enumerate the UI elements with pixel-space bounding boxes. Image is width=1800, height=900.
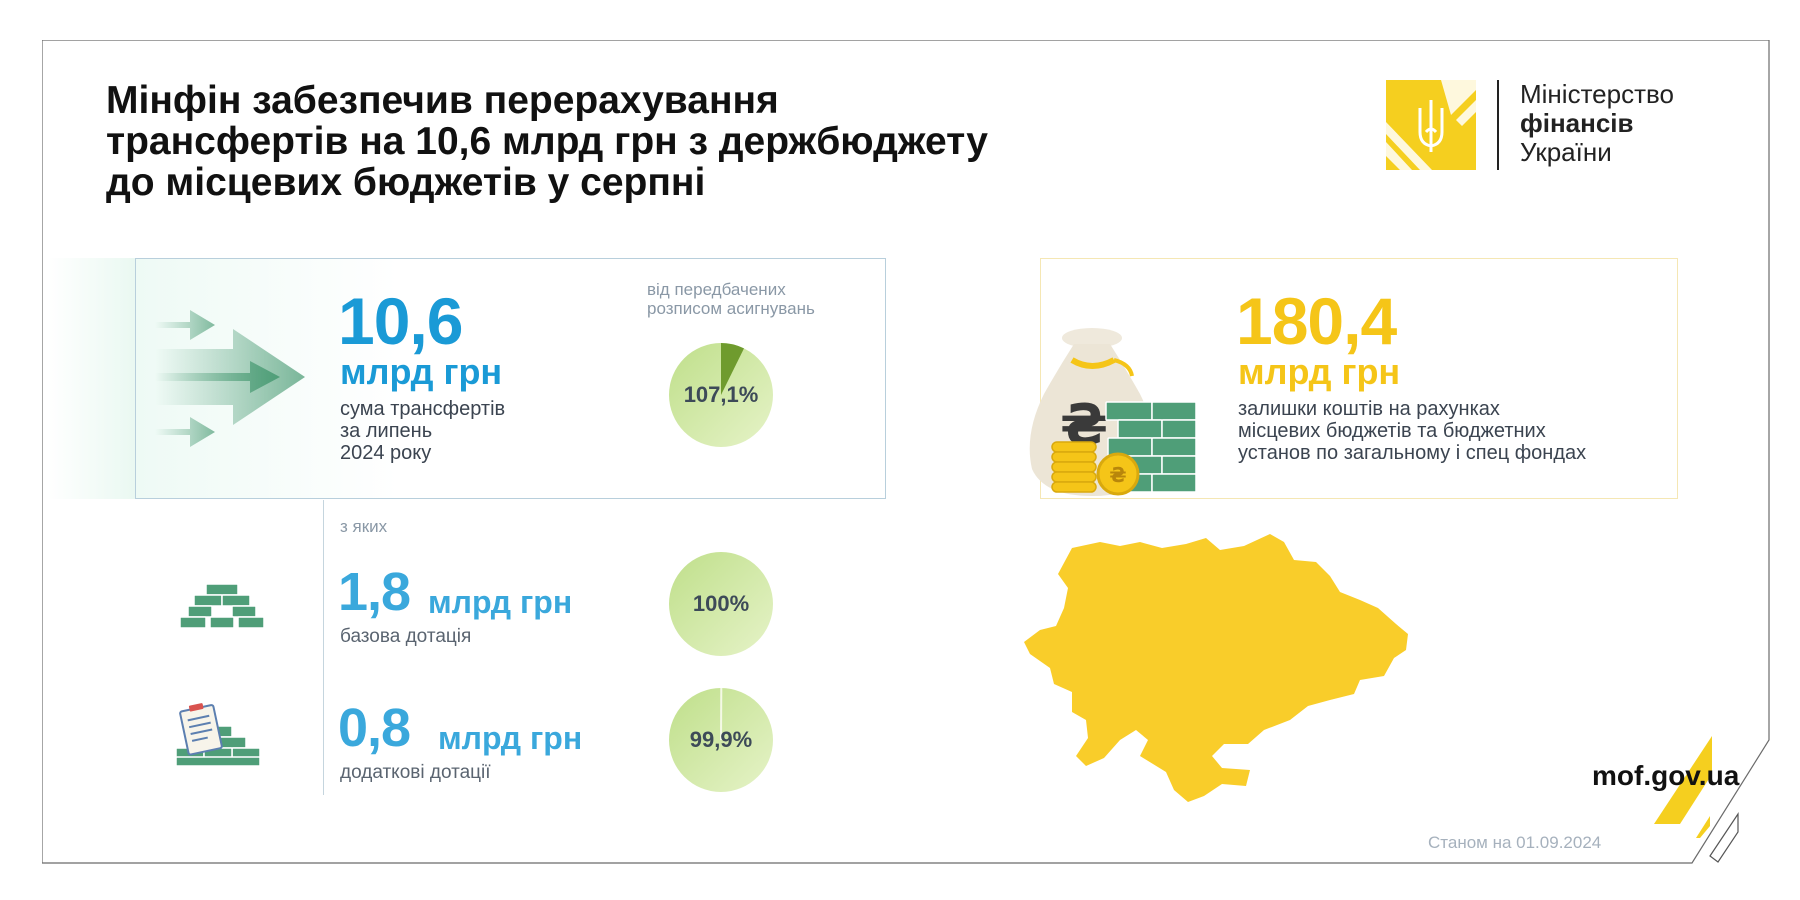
transfers-value: 10,6 <box>338 284 463 358</box>
items-divider <box>323 500 324 795</box>
arrows-icon <box>155 310 305 447</box>
pie-caption-line-1: від передбачених <box>647 280 786 299</box>
logo-line-2: фінансів <box>1520 108 1634 138</box>
clipboard-money-icon <box>176 703 261 767</box>
base-subsidy-unit: млрд грн <box>428 584 573 620</box>
pie-excess-slice <box>721 343 744 395</box>
transfers-desc-line-3: 2024 року <box>340 442 432 464</box>
additional-subsidy-description: додаткові дотації <box>340 762 491 783</box>
of-which-label: з яких <box>340 517 388 536</box>
additional-subsidy-value: 0,8 <box>338 698 411 758</box>
title-line-2: трансфертів на 10,6 млрд грн з держбюдже… <box>106 120 988 163</box>
base-subsidy-pie-label: 100% <box>692 591 750 616</box>
coat-of-arms-icon <box>1386 80 1476 170</box>
balances-description: залишки коштів на рахунках місцевих бюдж… <box>1238 398 1586 464</box>
ministry-logo: Міністерство фінансів України <box>1386 80 1706 172</box>
base-subsidy-value: 1,8 <box>338 562 411 622</box>
additional-subsidy-pie-label: 99,9% <box>689 727 753 752</box>
logo-text: Міністерство фінансів України <box>1520 80 1674 167</box>
transfers-pie: 107,1% <box>669 343 773 447</box>
svg-text:₴: ₴ <box>1109 463 1126 487</box>
balances-desc-line-2: місцевих бюджетів та бюджетних <box>1238 420 1546 442</box>
pie-caption: від передбачених розписом асигнувань <box>647 280 815 318</box>
transfers-pie-label: 107,1% <box>683 382 759 407</box>
transfers-unit: млрд грн <box>340 351 503 392</box>
page-frame <box>42 40 1770 864</box>
logo-line-1: Міністерство <box>1520 79 1674 109</box>
website-link[interactable]: mof.gov.ua <box>1592 760 1740 791</box>
title-line-3: до місцевих бюджетів у серпні <box>106 161 706 204</box>
balances-value: 180,4 <box>1236 284 1397 358</box>
transfers-desc-line-2: за липень <box>340 420 433 442</box>
additional-subsidy-unit: млрд грн <box>438 720 583 756</box>
money-stack-icon <box>180 583 264 629</box>
corner-decoration <box>1654 736 1739 863</box>
base-subsidy-description: базова дотація <box>340 626 472 647</box>
money-bag-icon: ₴ ₴ <box>1018 324 1198 500</box>
balances-desc-line-1: залишки коштів на рахунках <box>1238 398 1500 420</box>
transfers-description: сума трансфертів за липень 2024 року <box>340 398 505 464</box>
page-title: Мінфін забезпечив перерахування трансфер… <box>106 80 1186 203</box>
logo-line-3: України <box>1520 137 1612 167</box>
transfers-desc-line-1: сума трансфертів <box>340 398 506 420</box>
balances-desc-line-3: установ по загальному і спец фондах <box>1238 442 1587 464</box>
card-fade <box>48 258 138 499</box>
additional-subsidy-pie: 99,9% <box>669 687 773 792</box>
balances-unit: млрд грн <box>1238 351 1401 392</box>
ukraine-map <box>1024 534 1408 802</box>
title-line-1: Мінфін забезпечив перерахування <box>106 79 779 122</box>
pie-caption-line-2: розписом асигнувань <box>647 299 815 318</box>
logo-divider <box>1497 80 1499 170</box>
date-note: Станом на 01.09.2024 <box>1428 833 1602 852</box>
base-subsidy-pie: 100% <box>669 552 773 656</box>
